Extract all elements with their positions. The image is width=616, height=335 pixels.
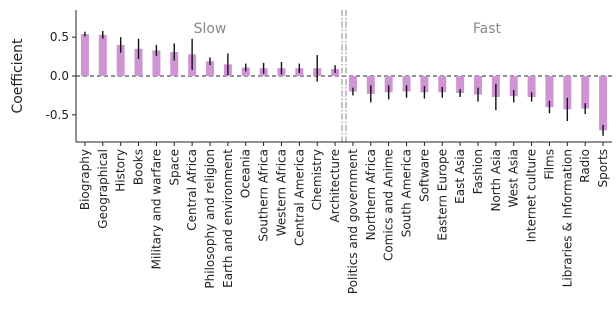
y-tick-label: 0.5 [50, 30, 69, 44]
x-tick-label: Libraries & Information [560, 149, 574, 287]
bar-4 [152, 50, 161, 76]
x-tick-label: Oceania [239, 149, 253, 198]
x-tick-label: Internet culture [525, 149, 539, 242]
bar-18 [402, 76, 411, 92]
bar-16 [366, 76, 375, 94]
x-tick-label: Central Africa [185, 149, 199, 231]
x-tick-label: Films [542, 149, 556, 180]
bar-3 [134, 48, 143, 76]
bar-0 [80, 34, 89, 76]
x-tick-label: Military and warfare [149, 149, 163, 269]
bar-21 [456, 76, 465, 94]
bar-15 [348, 76, 357, 92]
x-tick-label: Space [167, 149, 181, 186]
x-tick-label: Software [417, 149, 431, 202]
bar-1 [98, 34, 107, 76]
x-tick-label: Radio [578, 149, 592, 183]
y-tick-label: -0.5 [46, 108, 69, 122]
bar-9 [241, 67, 250, 76]
x-tick-label: Earth and environment [221, 149, 235, 288]
x-tick-label: Geographical [96, 149, 110, 229]
bar-29 [599, 76, 608, 131]
x-tick-label: Philosophy and religion [203, 149, 217, 289]
bar-5 [170, 51, 179, 76]
x-tick-label: Sports [596, 149, 610, 187]
x-tick-label: Comics and Anime [382, 149, 396, 261]
x-tick-label: Southern Africa [257, 149, 271, 242]
bar-19 [420, 76, 429, 93]
bar-27 [563, 76, 572, 110]
bar-7 [206, 61, 214, 76]
bar-25 [527, 76, 536, 97]
x-tick-label: Chemistry [310, 149, 324, 210]
bar-26 [545, 76, 554, 108]
bar-2 [116, 44, 125, 76]
x-tick-label: Books [132, 149, 146, 185]
x-tick-label: Western Africa [274, 149, 288, 236]
x-tick-label: South America [400, 149, 414, 237]
x-tick-label: Architecture [328, 149, 342, 222]
y-tick-label: 0.0 [50, 69, 69, 83]
x-tick-label: Northern Africa [364, 149, 378, 240]
bar-17 [384, 76, 393, 93]
bar-28 [581, 76, 590, 109]
x-tick-label: Central America [292, 149, 306, 246]
region-label-fast: Fast [473, 21, 502, 37]
x-tick-label: North Asia [489, 149, 503, 212]
x-tick-label: Eastern Europe [435, 149, 449, 241]
x-tick-label: East Asia [453, 149, 467, 204]
x-tick-label: Biography [78, 149, 92, 210]
y-axis-label: Coefficient [10, 38, 26, 114]
x-tick-label: Politics and government [346, 149, 360, 294]
region-label-slow: Slow [194, 21, 227, 37]
x-tick-label: Fashion [471, 149, 485, 194]
x-tick-label: History [114, 149, 128, 192]
x-tick-label: West Asia [507, 149, 521, 207]
bar-20 [438, 76, 447, 93]
bar-24 [509, 76, 518, 97]
bar-22 [474, 76, 482, 95]
